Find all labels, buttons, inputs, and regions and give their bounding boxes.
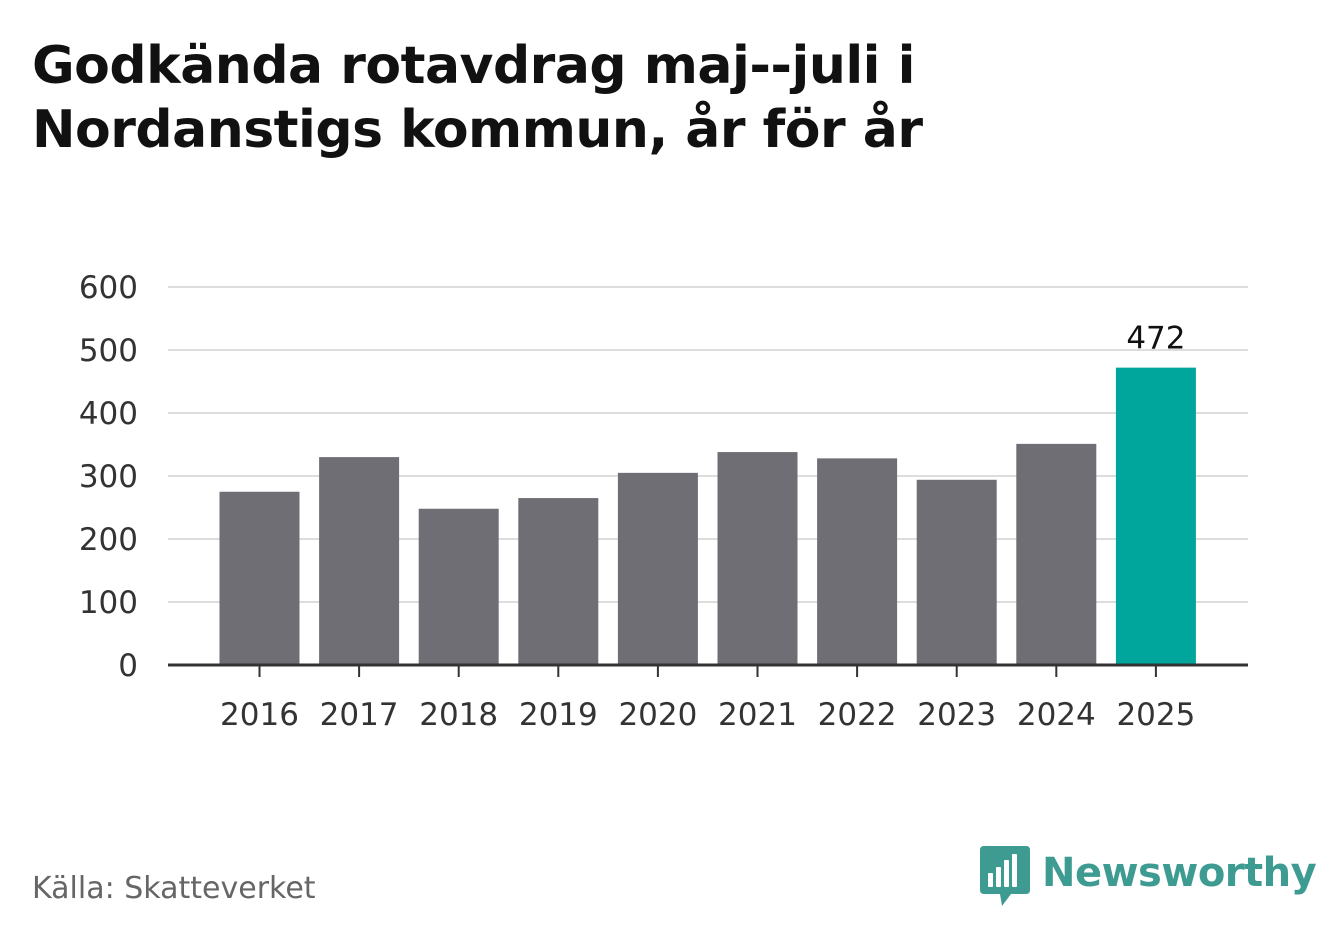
bar-2024 [1016, 443, 1097, 665]
bar-2017 [319, 457, 400, 665]
x-tick-label: 2016 [220, 697, 299, 733]
bar-2020 [617, 472, 698, 665]
bar-2018 [418, 508, 499, 665]
x-tick-label: 2023 [917, 697, 996, 733]
x-tick-label: 2020 [618, 697, 697, 733]
bar-2023 [916, 479, 997, 665]
x-tick-label: 2024 [1017, 697, 1096, 733]
data-labels: 472 [1126, 321, 1185, 357]
y-tick-label: 500 [79, 333, 138, 369]
y-tick-label: 200 [79, 522, 138, 558]
x-tick-label: 2019 [519, 697, 598, 733]
data-label: 472 [1126, 321, 1185, 357]
newsworthy-logo-icon [980, 846, 1030, 906]
x-tick-label: 2018 [419, 697, 498, 733]
bar-2019 [518, 498, 599, 665]
x-tick-label: 2022 [818, 697, 897, 733]
bars [219, 367, 1196, 665]
y-tick-label: 100 [79, 585, 138, 621]
logo-text: Newsworthy [1042, 850, 1317, 896]
y-tick-label: 300 [79, 459, 138, 495]
y-tick-label: 400 [79, 396, 138, 432]
x-tick-label: 2017 [320, 697, 399, 733]
bar-2021 [717, 452, 798, 665]
y-tick-label: 0 [118, 648, 138, 684]
bar-2022 [817, 458, 898, 665]
bar-2025 [1115, 367, 1196, 665]
chart-title: Godkända rotavdrag maj--juli i Nordansti… [32, 36, 923, 160]
y-tick-label: 600 [79, 270, 138, 306]
source-note: Källa: Skatteverket [32, 871, 316, 906]
x-tick-label: 2025 [1116, 697, 1195, 733]
bar-2016 [219, 491, 300, 665]
x-axis-ticks: 2016 2017 2018 2019 2020 2021 2022 2023 2024 2025 [220, 665, 1195, 733]
newsworthy-logo: Newsworthy [980, 846, 1317, 910]
y-axis-ticks: 0 100 200 300 400 500 600 [79, 270, 138, 684]
x-tick-label: 2021 [718, 697, 797, 733]
